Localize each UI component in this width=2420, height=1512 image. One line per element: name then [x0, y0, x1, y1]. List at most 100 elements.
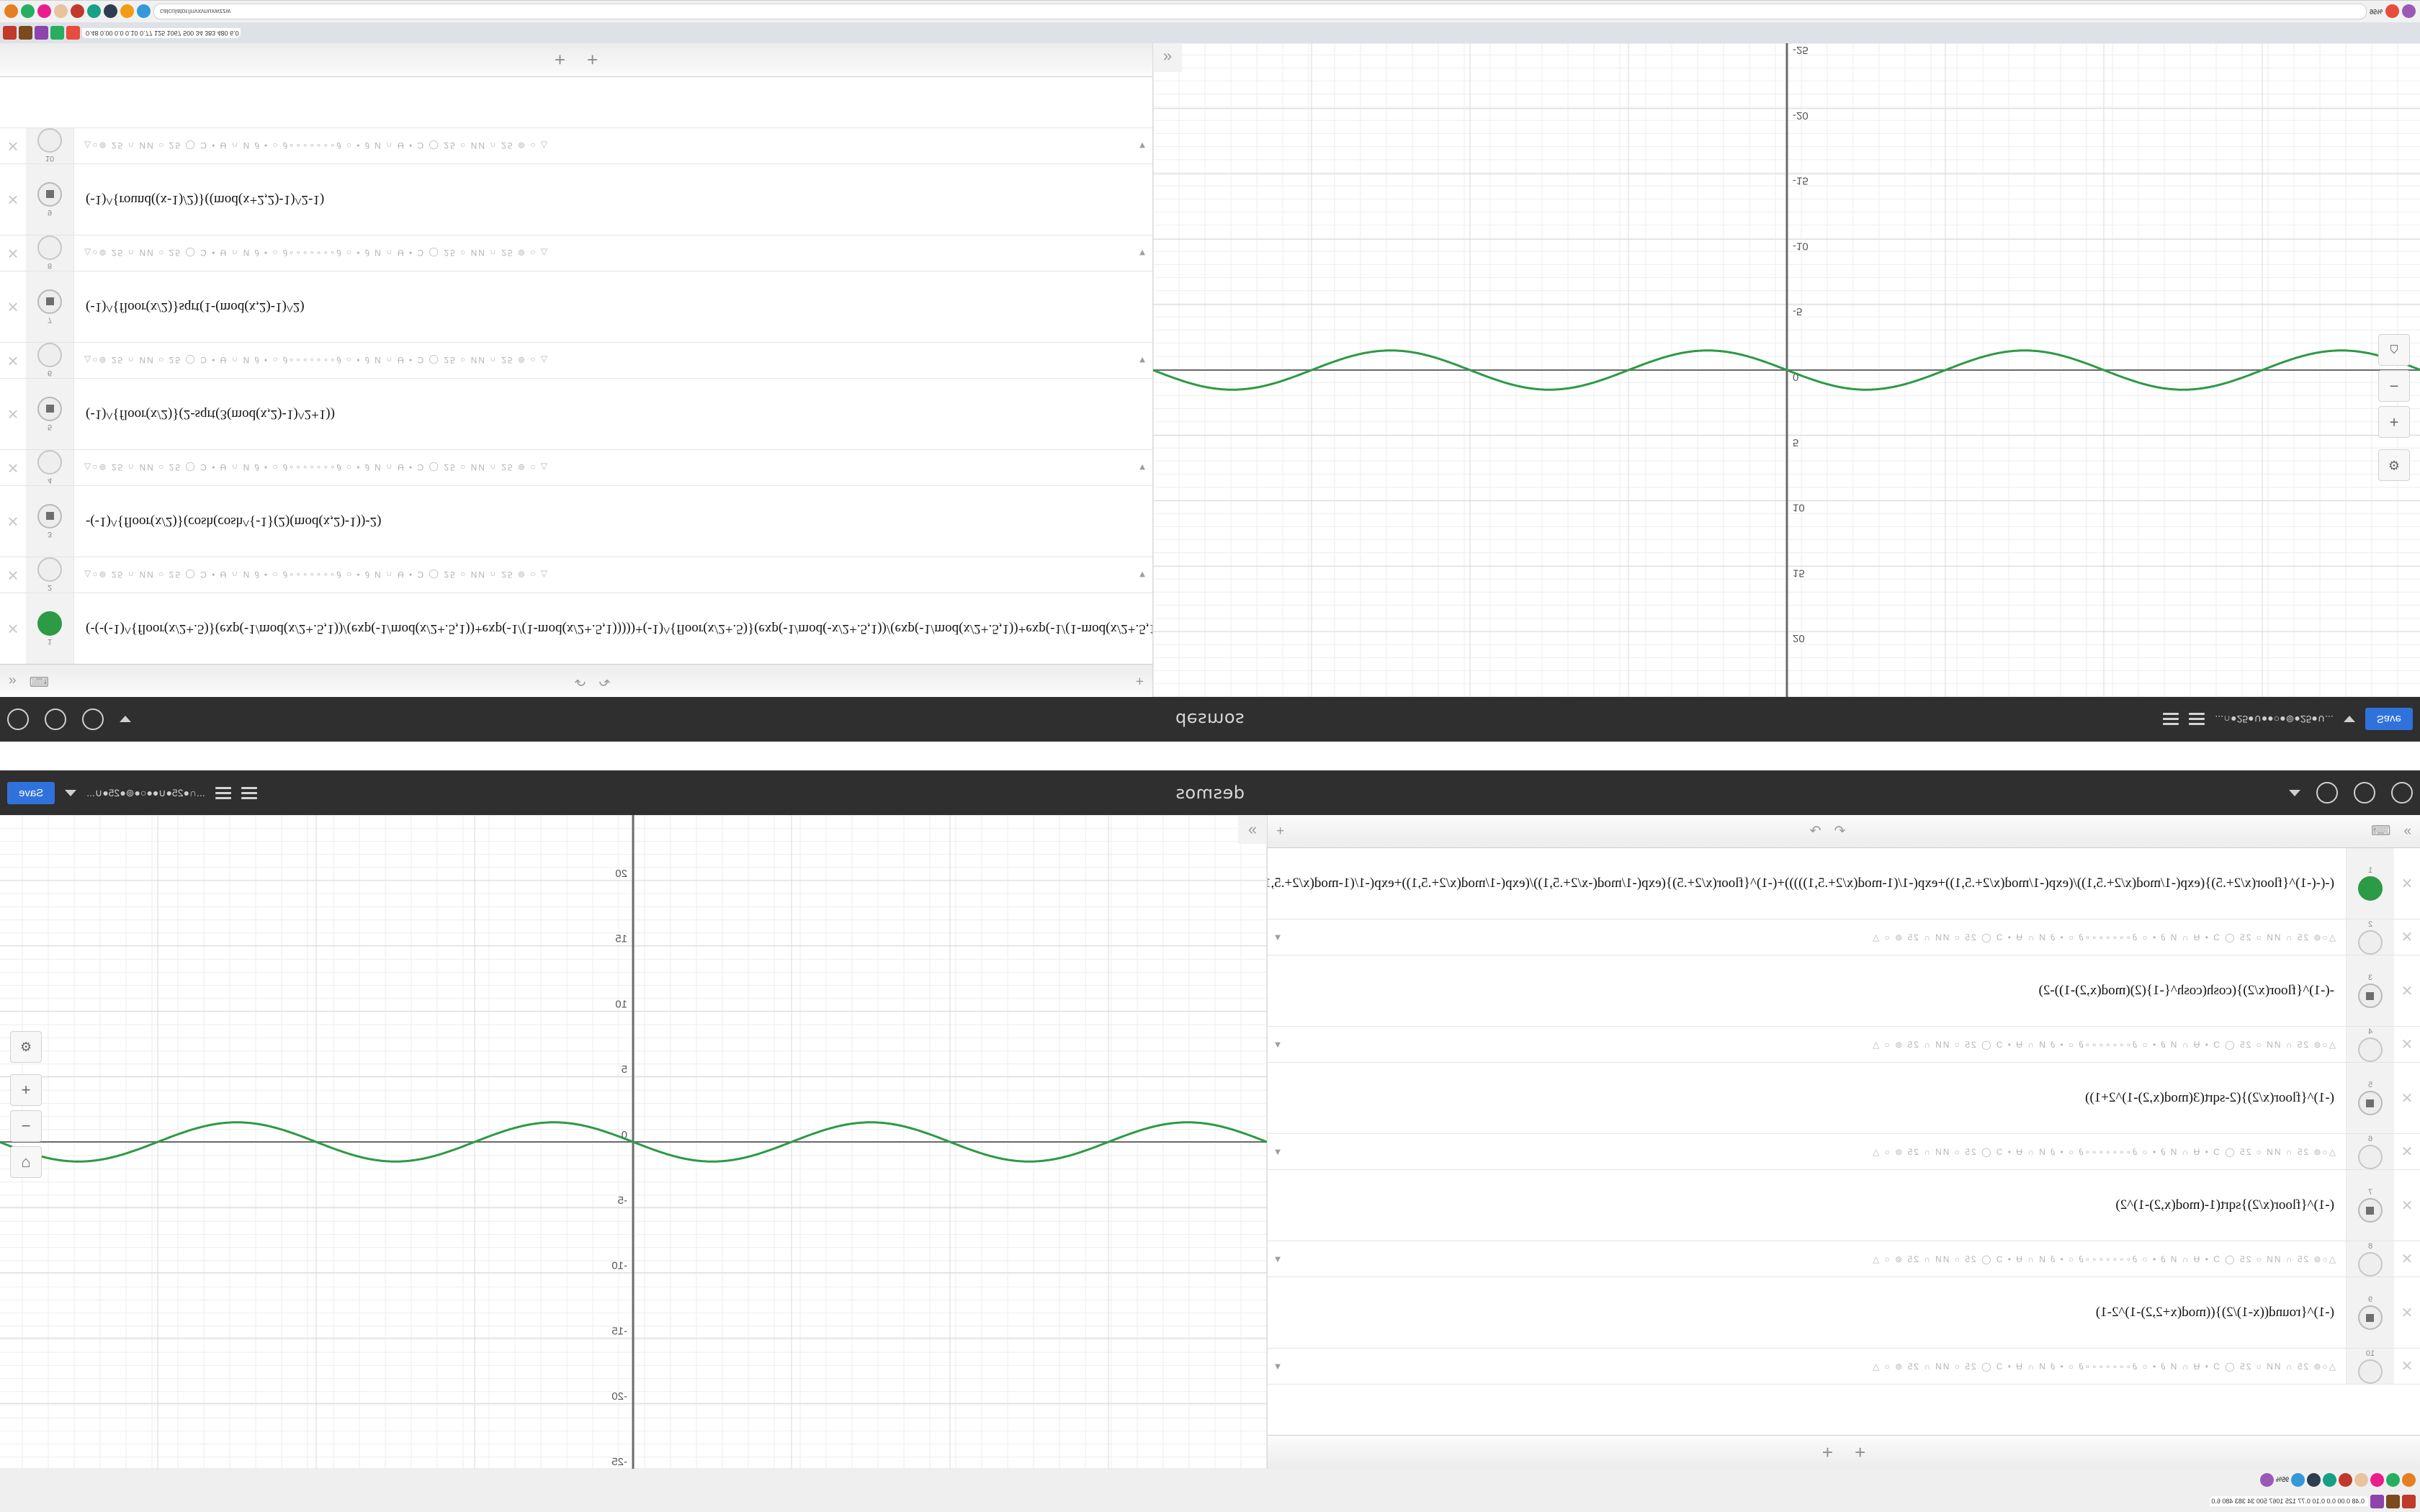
expression-color-swatch[interactable] [37, 611, 62, 636]
expression-latex[interactable]: (-1)^{round((x-1)/2)}((mod(x+2,2)-1)^2-1… [2095, 1305, 2334, 1320]
tab-strip-top[interactable]: 0.48 0.00 0.0 0.10 0.77 125 1067 500 34 … [0, 22, 2420, 44]
expression-color-swatch[interactable] [37, 343, 62, 368]
graph-canvas-bottom[interactable]: 2520151050-5-10-15-20-25 + − ⌂ ⚙ » [0, 815, 1267, 1469]
browser-toolbar-top[interactable]: calculator/invxvnuxwzzw 95% [0, 1, 2420, 22]
expression-slider[interactable]: △○⊚ 25 ∩ ИИ ○ 25 ◯ Ɔ • Ʉ ∩ И ∂ • ○ ∂∘∘∘∘… [84, 462, 550, 473]
chevron-down-icon[interactable] [120, 716, 131, 723]
expression-color-swatch[interactable] [37, 289, 62, 314]
expression-latex[interactable]: -(-1)^{floor(x/2)}(cosh(cosh^{-1}(2)(mod… [86, 514, 382, 529]
expression-row[interactable]: ✕ 1 (-(-(-1)^{floor(x/2+.5)}(exp(-1/mod(x/… [1268, 848, 2420, 919]
expression-color-swatch[interactable] [2358, 1251, 2383, 1277]
plus-icon[interactable]: + [1276, 823, 1285, 839]
chevron-down-icon[interactable]: ▼ [1137, 355, 1147, 366]
hamburger-menu-icon[interactable] [215, 786, 231, 799]
reload-icon[interactable] [37, 4, 51, 19]
globe-icon[interactable] [2391, 782, 2413, 804]
delete-expression-icon[interactable]: ✕ [2401, 983, 2414, 999]
expression-color-swatch[interactable] [37, 235, 62, 261]
chevron-down-icon[interactable]: ▼ [1273, 1361, 1283, 1372]
share-icon[interactable] [2316, 782, 2338, 804]
expression-slider[interactable]: △○⊚ 25 ∩ ИИ ○ 25 ◯ Ɔ • Ʉ ∩ И ∂ • ○ ∂∘∘∘∘… [84, 355, 550, 366]
expression-color-swatch[interactable] [2358, 1037, 2383, 1062]
download-icon[interactable] [2385, 4, 2399, 19]
browser-tab[interactable]: 0.48 0.00 0.0 0.10 0.77 125 1067 500 34 … [2210, 1496, 2368, 1506]
expression-row-number[interactable]: 9 [26, 164, 74, 235]
expression-footer[interactable]: + + [1268, 1435, 2420, 1469]
delete-expression-icon[interactable]: ✕ [2401, 1090, 2414, 1107]
extension-icon[interactable] [2323, 1472, 2336, 1487]
expression-color-swatch[interactable] [37, 504, 62, 528]
add-folder-button[interactable]: + [1821, 1441, 1833, 1463]
expression-color-swatch[interactable] [37, 557, 62, 582]
expression-row-number[interactable]: 5 [26, 379, 74, 449]
expression-color-swatch[interactable] [2358, 1198, 2383, 1223]
reload-icon[interactable] [2370, 1472, 2384, 1487]
chevron-down-icon[interactable] [2289, 789, 2300, 796]
expression-slider[interactable]: △○⊚ 25 ∩ ИИ ○ 25 ◯ Ɔ • Ʉ ∩ И ∂ • ○ ∂∘∘∘∘… [1870, 1361, 2336, 1372]
delete-expression-icon[interactable]: ✕ [2401, 1197, 2414, 1214]
expression-row[interactable]: ✕ 10 △○⊚ 25 ∩ ИИ ○ 25 ◯ Ɔ • Ʉ ∩ И ∂ • ○ ∂∘… [1268, 1349, 2420, 1385]
expression-row[interactable]: ✕ 8 △○⊚ 25 ∩ ИИ ○ 25 ◯ Ɔ • Ʉ ∩ И ∂ • ○ ∂∘∘… [0, 235, 1152, 271]
expression-color-swatch[interactable] [2358, 930, 2383, 955]
delete-expression-icon[interactable]: ✕ [6, 567, 19, 582]
hamburger-menu-icon[interactable] [2189, 713, 2205, 726]
expression-row[interactable]: ✕ 9 (-1)^{round((x-1)/2)}((mod(x+2,2)-1)^2… [1268, 1277, 2420, 1349]
expression-slider[interactable]: △○⊚ 25 ∩ ИИ ○ 25 ◯ Ɔ • Ʉ ∩ И ∂ • ○ ∂∘∘∘∘… [1870, 1254, 2336, 1264]
expression-row[interactable]: ✕ 3 -(-1)^{floor(x/2)}(cosh(cosh^{-1}(2)(m… [0, 485, 1152, 557]
expression-row-number[interactable]: 2 [26, 557, 74, 593]
delete-expression-icon[interactable]: ✕ [2401, 930, 2414, 945]
delete-expression-icon[interactable]: ✕ [6, 513, 19, 529]
expression-latex[interactable]: (-1)^{floor(x/2)}(2-sqrt(3(mod(x,2)-1)^2… [86, 407, 335, 422]
expression-color-swatch[interactable] [37, 128, 62, 153]
expression-row[interactable]: ✕ 9 (-1)^{round((x-1)/2)}((mod(x+2,2)-1)^2… [0, 163, 1152, 235]
forward-icon[interactable] [21, 4, 35, 19]
chevron-down-icon[interactable]: ▼ [1273, 932, 1283, 942]
expression-row-number[interactable]: 8 [26, 235, 74, 271]
expression-color-swatch[interactable] [2358, 984, 2383, 1008]
expression-row-number[interactable]: 4 [26, 450, 74, 485]
expression-row[interactable]: ✕ 5 (-1)^{floor(x/2)}(2-sqrt(3(mod(x,2)-1)… [0, 378, 1152, 449]
menu-icon[interactable] [2307, 1472, 2321, 1487]
add-expression-button[interactable]: + [1855, 1441, 1866, 1463]
back-icon[interactable] [2402, 1472, 2416, 1487]
expression-latex[interactable]: (-1)^{floor(x/2)}sqrt(1-(mod(x,2)-1)^2) [86, 300, 305, 315]
browser-tab[interactable]: 0.48 0.00 0.0 0.10 0.77 125 1067 500 34 … [82, 28, 241, 38]
expression-slider[interactable]: △○⊚ 25 ∩ ИИ ○ 25 ◯ Ɔ • Ʉ ∩ И ∂ • ○ ∂∘∘∘∘… [84, 140, 550, 151]
profile-icon[interactable] [137, 4, 151, 19]
home-icon[interactable]: ⌂ [10, 1146, 42, 1178]
redo-icon[interactable]: ↷ [1809, 824, 1821, 839]
undo-icon[interactable]: ↶ [574, 673, 586, 688]
expression-rows-bottom[interactable]: ✕ 1 (-(-(-1)^{floor(x/2+.5)}(exp(-1/mod(x/… [1268, 848, 2420, 1435]
desmos-app-bottom[interactable]: desmos ...∩●25●∪●●○●⊚●25●∪... Save » ⌨ ↶… [0, 770, 2420, 1469]
bookmark-icon[interactable] [71, 4, 84, 19]
expression-panel-bottom[interactable]: » ⌨ ↶ ↷ + ✕ 1 (-(-(-1)^{floor(x/2+.5)}(exp… [1267, 815, 2420, 1469]
chevron-down-icon[interactable]: ▼ [1137, 570, 1147, 580]
zoom-controls[interactable]: + − ⌂ [10, 1074, 42, 1178]
home-icon[interactable] [2354, 1472, 2368, 1487]
chevron-down-icon[interactable]: ▼ [1273, 1039, 1283, 1050]
expression-row[interactable]: ✕ 8 △○⊚ 25 ∩ ИИ ○ 25 ◯ Ɔ • Ʉ ∩ И ∂ • ○ ∂∘∘… [1268, 1241, 2420, 1277]
expression-latex[interactable]: (-1)^{floor(x/2)}sqrt(1-(mod(x,2)-1)^2) [2115, 1197, 2334, 1212]
settings-icon[interactable] [2402, 4, 2416, 19]
graph-title-field[interactable]: ...∩●25●∪●●○●⊚●25●∪... [86, 786, 205, 798]
expression-row[interactable]: ✕ 7 (-1)^{floor(x/2)}sqrt(1-(mod(x,2)-1)^2… [1268, 1170, 2420, 1241]
expression-latex[interactable]: -(-1)^{floor(x/2)}(cosh(cosh^{-1}(2)(mod… [2038, 983, 2334, 998]
profile-icon[interactable] [2291, 1472, 2305, 1487]
expression-color-swatch[interactable] [2358, 1091, 2383, 1115]
expression-slider[interactable]: △○⊚ 25 ∩ ИИ ○ 25 ◯ Ɔ • Ʉ ∩ И ∂ • ○ ∂∘∘∘∘… [84, 570, 550, 580]
expression-row-number[interactable]: 9 [2346, 1277, 2394, 1348]
expression-row-number[interactable]: 10 [2346, 1349, 2394, 1384]
expression-color-swatch[interactable] [37, 182, 62, 207]
expression-color-swatch[interactable] [2358, 1144, 2383, 1169]
expression-rows-top[interactable]: ✕ 1 (-(-(-1)^{floor(x/2+.5)}(exp(-1/mod(x/… [0, 77, 1152, 664]
zoom-in-button[interactable]: + [10, 1074, 42, 1106]
expression-slider[interactable]: △○⊚ 25 ∩ ИИ ○ 25 ◯ Ɔ • Ʉ ∩ И ∂ • ○ ∂∘∘∘∘… [1870, 932, 2336, 942]
expression-row[interactable]: ✕ 6 △○⊚ 25 ∩ ИИ ○ 25 ◯ Ɔ • Ʉ ∩ И ∂ • ○ ∂∘∘… [1268, 1134, 2420, 1170]
graph-title-field[interactable]: ...∩●25●∪●●○●⊚●25●∪... [2215, 714, 2334, 726]
expression-row-number[interactable]: 7 [2346, 1170, 2394, 1241]
expression-latex[interactable]: (-(-(-1)^{floor(x/2+.5)}(exp(-1/mod(x/2+… [86, 621, 1152, 636]
collapse-panel-button[interactable]: » [1153, 43, 1182, 72]
globe-icon[interactable] [7, 708, 29, 730]
forward-icon[interactable] [2386, 1472, 2400, 1487]
expression-row-number[interactable]: 10 [26, 128, 74, 163]
